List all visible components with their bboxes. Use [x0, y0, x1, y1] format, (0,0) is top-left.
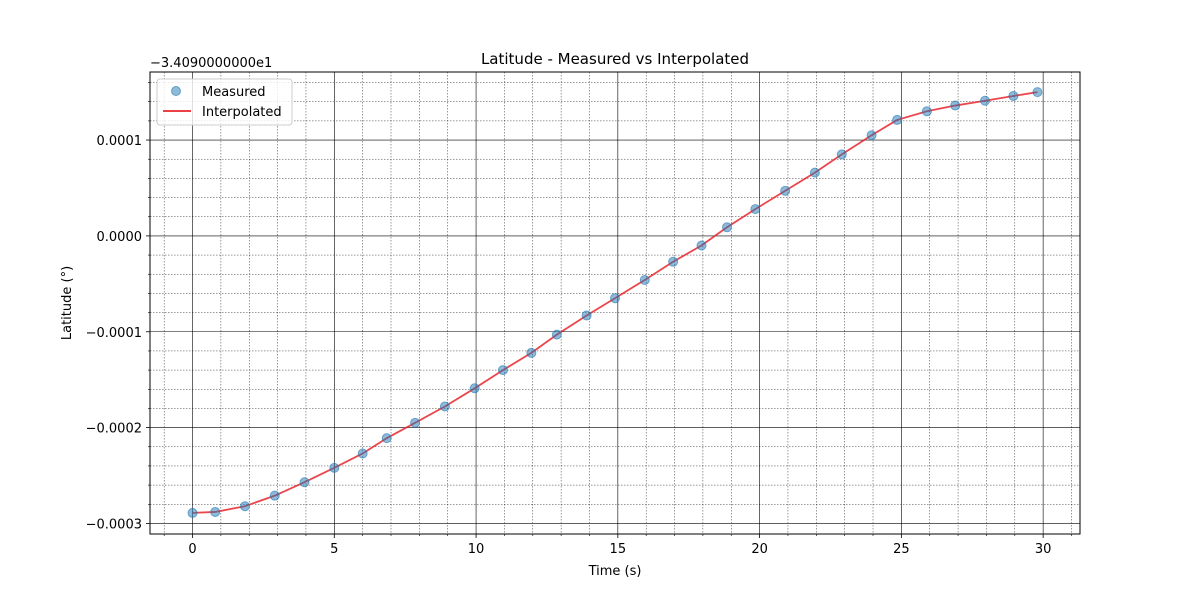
measured-point: [722, 223, 731, 232]
measured-point: [527, 348, 536, 357]
measured-point: [1033, 88, 1042, 97]
legend-label-interpolated: Interpolated: [202, 105, 282, 120]
x-tick-label: 15: [610, 542, 627, 557]
legend-label-measured: Measured: [202, 85, 266, 100]
measured-point: [411, 418, 420, 427]
measured-point: [470, 384, 479, 393]
measured-point: [751, 205, 760, 214]
measured-point: [499, 366, 508, 375]
measured-point: [640, 275, 649, 284]
measured-point: [922, 107, 931, 116]
x-axis-label: Time (s): [588, 564, 642, 579]
measured-point: [810, 168, 819, 177]
measured-point: [300, 478, 309, 487]
measured-point: [611, 294, 620, 303]
y-tick-label: −0.0002: [86, 422, 142, 437]
measured-point: [330, 463, 339, 472]
measured-point: [440, 402, 449, 411]
measured-point: [867, 131, 876, 140]
measured-point: [582, 311, 591, 320]
measured-point: [240, 502, 249, 511]
y-tick-label: −0.0003: [86, 517, 142, 532]
measured-point: [211, 507, 220, 516]
x-tick-label: 0: [188, 542, 196, 557]
measured-point: [382, 434, 391, 443]
y-tick-label: 0.0000: [97, 230, 143, 245]
measured-point: [1009, 91, 1018, 100]
measured-point: [188, 508, 197, 517]
measured-point: [781, 186, 790, 195]
measured-point: [837, 150, 846, 159]
measured-point: [981, 96, 990, 105]
legend: Measured Interpolated: [157, 79, 292, 125]
x-tick-label: 30: [1035, 542, 1052, 557]
measured-point: [697, 241, 706, 250]
y-tick-label: 0.0001: [97, 134, 143, 149]
y-tick-label: −0.0001: [86, 326, 142, 341]
measured-point: [669, 257, 678, 266]
measured-point: [552, 330, 561, 339]
y-offset-text: −3.4090000000e1: [150, 56, 272, 71]
measured-point: [358, 449, 367, 458]
measured-point: [270, 491, 279, 500]
y-axis-label: Latitude (°): [60, 266, 75, 340]
x-tick-label: 10: [468, 542, 485, 557]
x-tick-label: 25: [893, 542, 910, 557]
legend-marker-measured: [172, 87, 181, 96]
measured-point: [893, 115, 902, 124]
chart-title: Latitude - Measured vs Interpolated: [481, 50, 749, 68]
x-tick-label: 20: [751, 542, 768, 557]
x-tick-label: 5: [330, 542, 338, 557]
measured-point: [951, 101, 960, 110]
